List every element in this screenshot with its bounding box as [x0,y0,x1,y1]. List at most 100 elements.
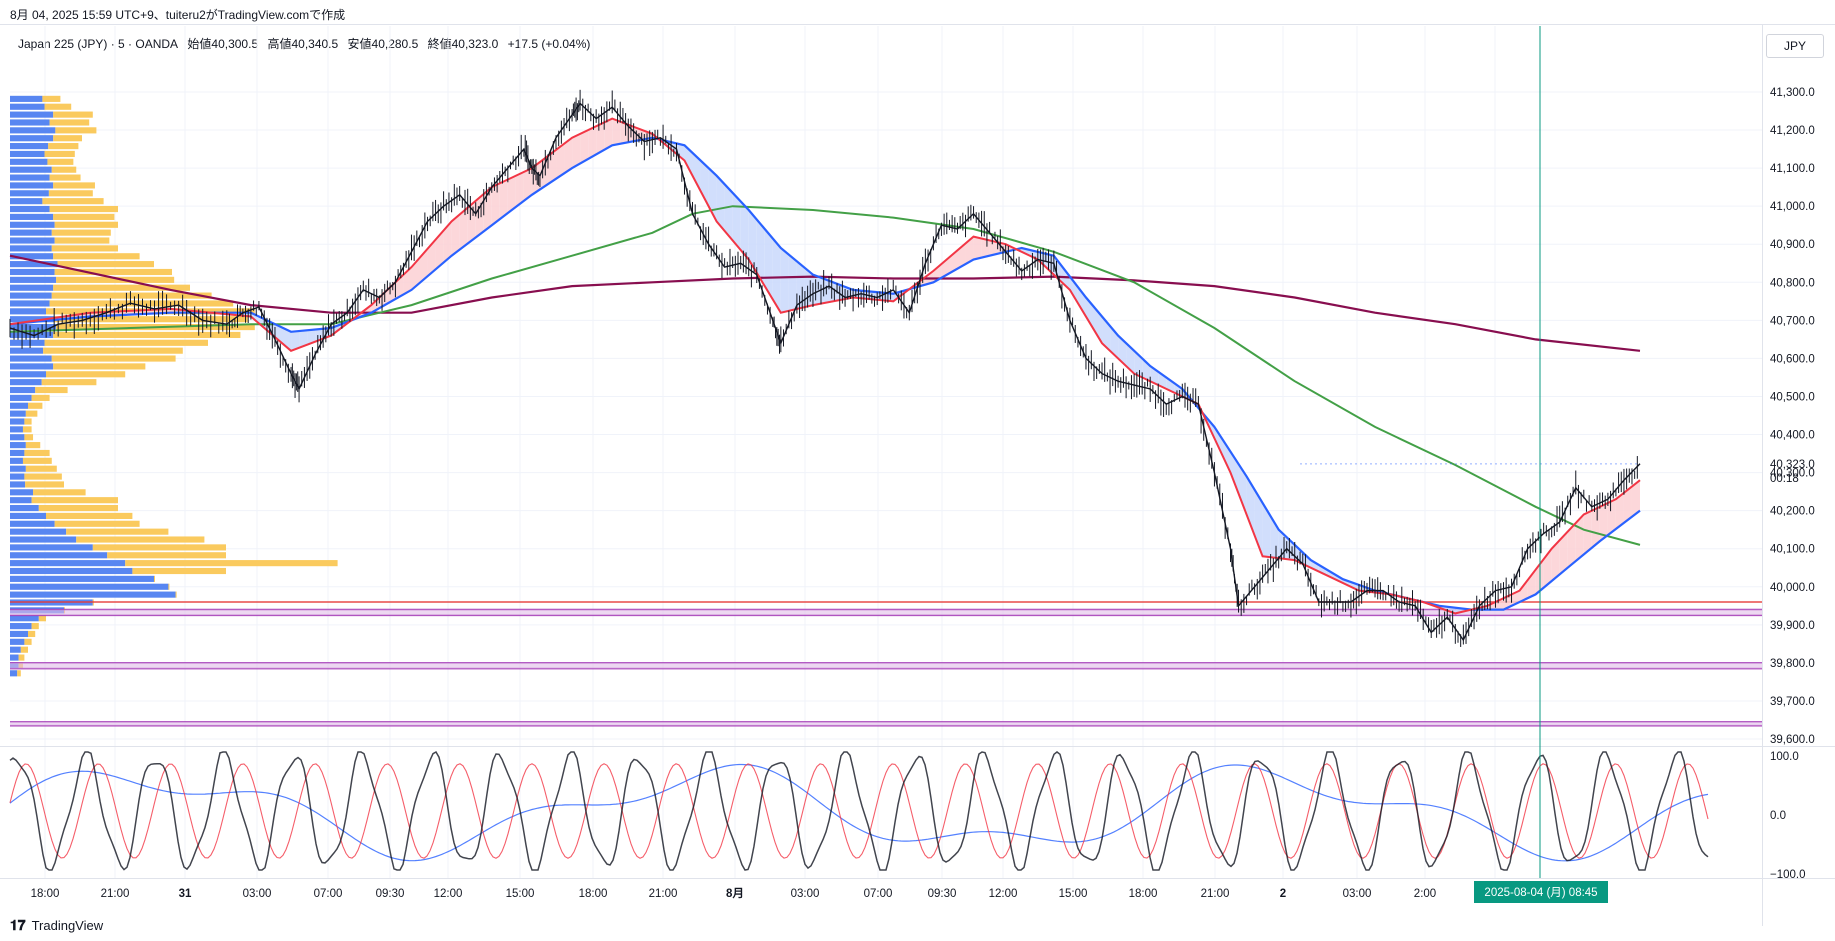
vp-buy-bar [10,670,18,677]
price-close-line [9,102,1641,642]
ema-cloud-segment [1318,564,1327,576]
rsi-line [9,763,1709,862]
ema-cloud-segment [1583,510,1592,555]
vp-buy-bar [10,174,50,181]
vp-buy-bar [10,276,57,283]
vp-buy-bar [10,394,32,401]
vp-sell-bar [42,198,104,205]
vp-sell-bar [54,520,140,527]
vp-sell-bar [35,386,68,394]
ohlc-low: 安値40,280.5 [347,37,419,51]
vp-buy-bar [10,457,23,464]
currency-button[interactable]: JPY [1766,34,1824,58]
chart-created-caption: 8月 04, 2025 15:59 UTC+9、tuiteru2がTrading… [10,8,346,22]
ema-cloud-segment [1607,499,1616,536]
time-tick-label: 12:00 [434,888,463,900]
price-axis-border [1762,24,1763,926]
time-tick-label: 03:00 [1343,888,1372,900]
vp-buy-bar [10,339,45,346]
vp-sell-bar [31,394,50,401]
ema-cloud-segment [491,183,500,226]
vp-sell-bar [28,402,43,409]
ema-cloud-segment [1093,307,1103,344]
price-tick-label: 41,300.0 [1770,87,1815,99]
vp-buy-bar [10,418,25,425]
time-tick-label: 18:00 [31,888,60,900]
vp-sell-bar [54,221,118,228]
price-tick-label: 39,600.0 [1770,734,1815,746]
vp-buy-bar [10,481,26,488]
ema-cloud-segment [1222,439,1231,473]
ema-cloud-segment [274,324,284,344]
vp-sell-bar [24,473,62,480]
vp-buy-bar [10,386,36,394]
ema-cloud-segment [580,130,589,164]
vp-buy-bar [10,402,28,409]
vp-sell-bar [54,316,248,323]
ema-cloud-segment [1126,343,1135,374]
vp-sell-bar [49,300,234,307]
vp-buy-bar [10,552,108,559]
vp-buy-bar [10,111,54,118]
vp-buy-bar [10,497,32,504]
vp-buy-bar [10,190,49,197]
vp-buy-bar [10,363,54,370]
ema-cloud-segment [564,137,573,174]
vp-sell-bar [25,481,64,488]
ema-cloud-segment [539,155,548,190]
ema-cloud-segment [588,126,597,159]
vp-sell-bar [51,245,119,252]
chart-border-top [0,24,1835,25]
ema-cloud-segment [1551,540,1560,582]
vp-buy-bar [10,473,25,480]
ema-cloud-segment [1158,371,1167,389]
vp-sell-bar [28,630,36,638]
symbol-name[interactable]: Japan 225 (JPY) · 5 · OANDA [18,37,179,51]
ema-cloud-segment [1495,598,1504,610]
vp-sell-bar [41,379,97,386]
volume-profile [10,95,338,677]
vp-buy-bar [10,213,54,220]
price-tick-label: 40,200.0 [1770,506,1815,518]
level-band [10,609,1762,616]
vp-sell-bar [53,182,95,189]
ema-cloud-segment [612,118,621,146]
price-series [9,89,1641,647]
ema-cloud [10,118,1640,614]
vp-sell-bar [56,276,175,283]
vp-buy-bar [10,615,39,622]
vp-buy-bar [10,371,46,378]
ema-cloud-segment [1519,580,1528,602]
oscillator-tick-label: −100.0 [1770,869,1806,881]
vp-sell-bar [44,103,72,110]
price-tick-label: 40,000.0 [1770,582,1815,594]
vp-buy-bar [10,528,67,535]
ema-cloud-segment [1543,548,1552,588]
vp-buy-bar [10,567,133,575]
ema-cloud-segment [756,219,765,287]
price-tick-label: 40,800.0 [1770,277,1815,289]
vp-sell-bar [53,213,115,220]
vp-sell-bar [49,205,118,213]
ema-cloud-segment [676,143,685,161]
vp-sell-bar [53,135,82,142]
vp-buy-bar [10,103,45,110]
price-tick-label: 41,100.0 [1770,163,1815,175]
time-tick-label: 15:00 [506,888,535,900]
ema-cloud-segment [556,143,565,179]
ohlc-close: 終値40,323.0 [427,37,499,51]
vp-sell-bar [51,355,176,362]
tradingview-logo[interactable]: 𝟏𝟕 TradingView [10,917,103,934]
vp-sell-bar [22,426,32,433]
ema-cloud-segment [291,331,300,351]
vp-sell-bar [47,158,74,165]
ema-cloud-segment [1262,503,1271,558]
price-tick-label: 40,300.0 [1770,468,1815,480]
ema-cloud-segment [772,238,781,313]
ema-cloud-segment [1037,251,1046,268]
level-band [10,721,1762,726]
ema-cloud-segment [1214,426,1223,456]
ema-cloud-segment [684,145,693,176]
crosshair: 2025-08-04 (月) 08:45 [1474,26,1608,903]
